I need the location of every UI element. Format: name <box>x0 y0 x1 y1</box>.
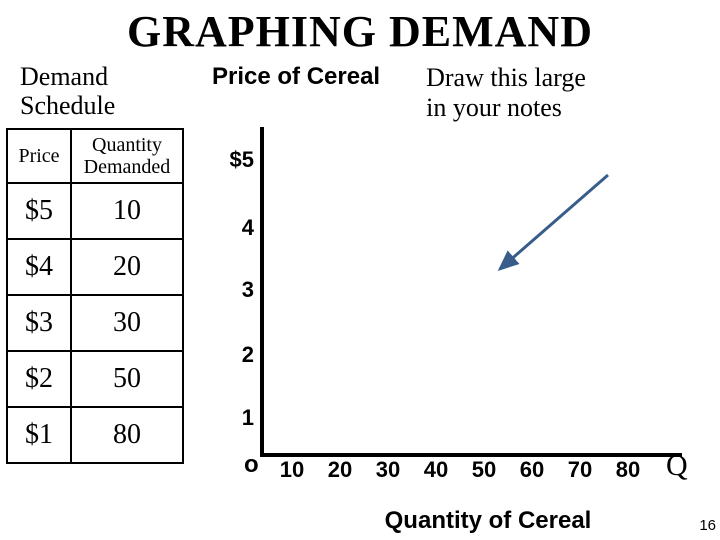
instruction-text: Draw this large in your notes <box>380 59 586 123</box>
schedule-label-line2: Schedule <box>20 91 115 120</box>
cell-price: $4 <box>7 239 71 295</box>
y-tick: 1 <box>220 405 254 431</box>
cell-qty: 20 <box>71 239 183 295</box>
right-column: Price of Cereal Draw this large in your … <box>192 59 718 535</box>
content-area: Demand Schedule Price Quantity Demanded … <box>0 57 720 535</box>
y-axis-title: Price of Cereal <box>208 59 380 91</box>
schedule-label-line1: Demand <box>20 62 108 91</box>
x-tick: 60 <box>514 457 550 483</box>
header-price: Price <box>7 129 71 183</box>
cell-qty: 80 <box>71 407 183 463</box>
cell-qty: 10 <box>71 183 183 239</box>
x-tick: 70 <box>562 457 598 483</box>
origin-label: o <box>244 451 259 479</box>
table-row: $3 30 <box>7 295 183 351</box>
cell-price: $3 <box>7 295 71 351</box>
table-header-row: Price Quantity Demanded <box>7 129 183 183</box>
page-title: GRAPHING DEMAND <box>0 0 720 57</box>
y-tick: 2 <box>220 342 254 368</box>
cell-price: $2 <box>7 351 71 407</box>
x-tick: 40 <box>418 457 454 483</box>
header-quantity: Quantity Demanded <box>71 129 183 183</box>
x-tick: 10 <box>274 457 310 483</box>
y-tick: $5 <box>220 147 254 173</box>
x-tick: 30 <box>370 457 406 483</box>
x-axis-title: Quantity of Cereal <box>258 507 718 535</box>
table-row: $5 10 <box>7 183 183 239</box>
chart-header-row: Price of Cereal Draw this large in your … <box>208 59 718 123</box>
cell-qty: 50 <box>71 351 183 407</box>
table-row: $4 20 <box>7 239 183 295</box>
x-tick: 50 <box>466 457 502 483</box>
q-axis-label: Q <box>666 449 688 483</box>
table-row: $2 50 <box>7 351 183 407</box>
arrow-annotation <box>500 175 608 269</box>
schedule-label: Demand Schedule <box>4 59 192 128</box>
chart-axes <box>208 117 718 477</box>
cell-qty: 30 <box>71 295 183 351</box>
x-tick: 80 <box>610 457 646 483</box>
left-column: Demand Schedule Price Quantity Demanded … <box>4 59 192 535</box>
slide-number: 16 <box>699 517 716 534</box>
demand-schedule-table: Price Quantity Demanded $5 10 $4 20 <box>6 128 184 464</box>
chart-container: $5 4 3 2 1 o 10 20 30 40 50 60 70 80 Q Q… <box>208 117 718 535</box>
cell-price: $5 <box>7 183 71 239</box>
y-tick: 3 <box>220 277 254 303</box>
y-tick: 4 <box>220 215 254 241</box>
cell-price: $1 <box>7 407 71 463</box>
table-row: $1 80 <box>7 407 183 463</box>
x-tick: 20 <box>322 457 358 483</box>
